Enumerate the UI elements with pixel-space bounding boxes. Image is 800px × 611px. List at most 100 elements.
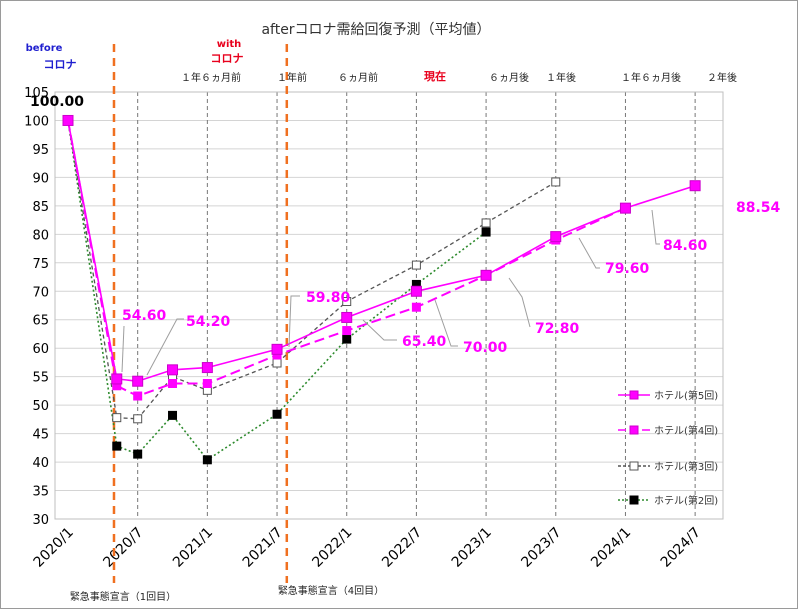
label-leader-line [578,237,600,269]
data-point [411,260,421,270]
y-tick-label: 55 [32,371,49,386]
legend-swatch-marker [629,461,639,471]
legend-swatch-marker [629,425,639,435]
legend-swatch-marker [629,390,639,400]
y-tick-label: 70 [32,285,49,300]
top-annotation: コロナ [44,58,77,71]
axes: 30 35 40 45 50 55 60 65 70 75 80 85 90 95 100 105 2020/1… [24,86,724,571]
top-annotation: before [26,43,63,54]
x-tick-label: 2024/7 [658,525,704,571]
gridlines [55,91,723,520]
data-label: 54.20 [186,314,231,330]
data-point [342,297,352,307]
top-annotation: ６ヵ月後 [489,71,529,84]
callouts [121,209,660,376]
data-label: 100.00 [30,94,84,110]
top-annotation: １年後 [546,71,576,84]
legend-swatch-marker [629,495,639,505]
data-point [410,285,422,297]
top-annotation: １年前 [277,71,307,84]
data-point [272,358,282,368]
data-label: 88.54 [736,200,781,216]
x-tick-label: 2020/7 [100,525,146,571]
y-tick-label: 75 [32,257,49,272]
data-point [133,391,143,401]
data-point [272,409,282,419]
x-tick-label: 2021/1 [170,525,216,571]
bottom-annotation: 緊急事態宣言（4回目） [278,584,384,597]
x-tick-label: 2021/7 [240,525,286,571]
y-tick-label: 90 [32,171,49,186]
label-leader-line [362,319,397,341]
legend-entry: ホテル(第3回) [654,460,718,473]
top-annotation: １年６ヵ月前 [181,71,241,84]
data-point [480,269,492,281]
data-point [112,413,122,423]
legend-entry: ホテル(第4回) [654,424,718,437]
data-point [168,410,178,420]
data-point [167,364,179,376]
y-tick-label: 95 [32,143,49,158]
series-line [67,120,696,383]
top-annotations: before コロナ with コロナ １年６ヵ月前 １年前 ６ヵ月前 現在 ６ヵ月後 １年後 １年… [26,39,737,84]
top-annotation: ２年後 [707,71,737,84]
y-tick-label: 50 [32,399,49,414]
top-annotation: １年６ヵ月後 [621,71,681,84]
legend-entry: ホテル(第2回) [654,494,718,507]
y-tick-label: 65 [32,314,49,329]
data-point [411,302,421,312]
legend-entry: ホテル(第5回) [654,389,718,402]
data-label: 79.60 [605,261,650,277]
y-tick-label: 45 [32,428,49,443]
label-leader-line [651,209,660,245]
y-tick-label: 85 [32,200,49,215]
y-tick-label: 80 [32,228,49,243]
data-label: 84.60 [663,238,708,254]
chart-title: afterコロナ需給回復予測（平均値） [261,21,490,38]
label-leader-line [288,295,300,348]
label-leader-line [434,299,458,347]
data-point [342,334,352,344]
label-leader-line [508,277,531,328]
x-tick-label: 2020/1 [31,525,77,571]
data-point [689,180,701,192]
y-tick-label: 35 [32,485,49,500]
series-line [67,120,557,420]
y-tick-label: 105 [24,86,49,101]
data-point [550,231,562,243]
y-tick-label: 100 [24,114,49,129]
data-point [341,311,353,323]
series-layer [62,114,701,465]
data-label: 65.40 [402,334,447,350]
data-label: 59.80 [306,290,351,306]
top-annotation: 現在 [424,69,446,83]
data-label: 54.60 [122,308,167,324]
bottom-annotation: 緊急事態宣言（1回目） [70,590,176,603]
x-tick-label: 2024/1 [588,525,634,571]
data-point [62,114,74,126]
data-point [202,378,212,388]
y-tick-label: 60 [32,342,49,357]
bottom-annotations: 緊急事態宣言（1回目） 緊急事態宣言（4回目） [70,584,384,603]
y-tick-label: 30 [32,513,49,528]
top-annotation: with [217,39,242,50]
top-annotation: ６ヵ月前 [338,71,378,84]
data-point [132,375,144,387]
data-point [342,326,352,336]
data-point [133,414,143,424]
label-leader-line [146,318,184,376]
covid-lines [112,44,289,583]
x-tick-label: 2022/1 [309,525,355,571]
data-point [202,455,212,465]
data-point [112,441,122,451]
data-point [201,362,213,374]
data-point [481,218,491,228]
data-point [168,378,178,388]
data-label: 70.00 [463,340,508,356]
data-point [551,177,561,187]
data-point [271,343,283,355]
label-leader-line [121,325,125,373]
data-point [619,202,631,214]
